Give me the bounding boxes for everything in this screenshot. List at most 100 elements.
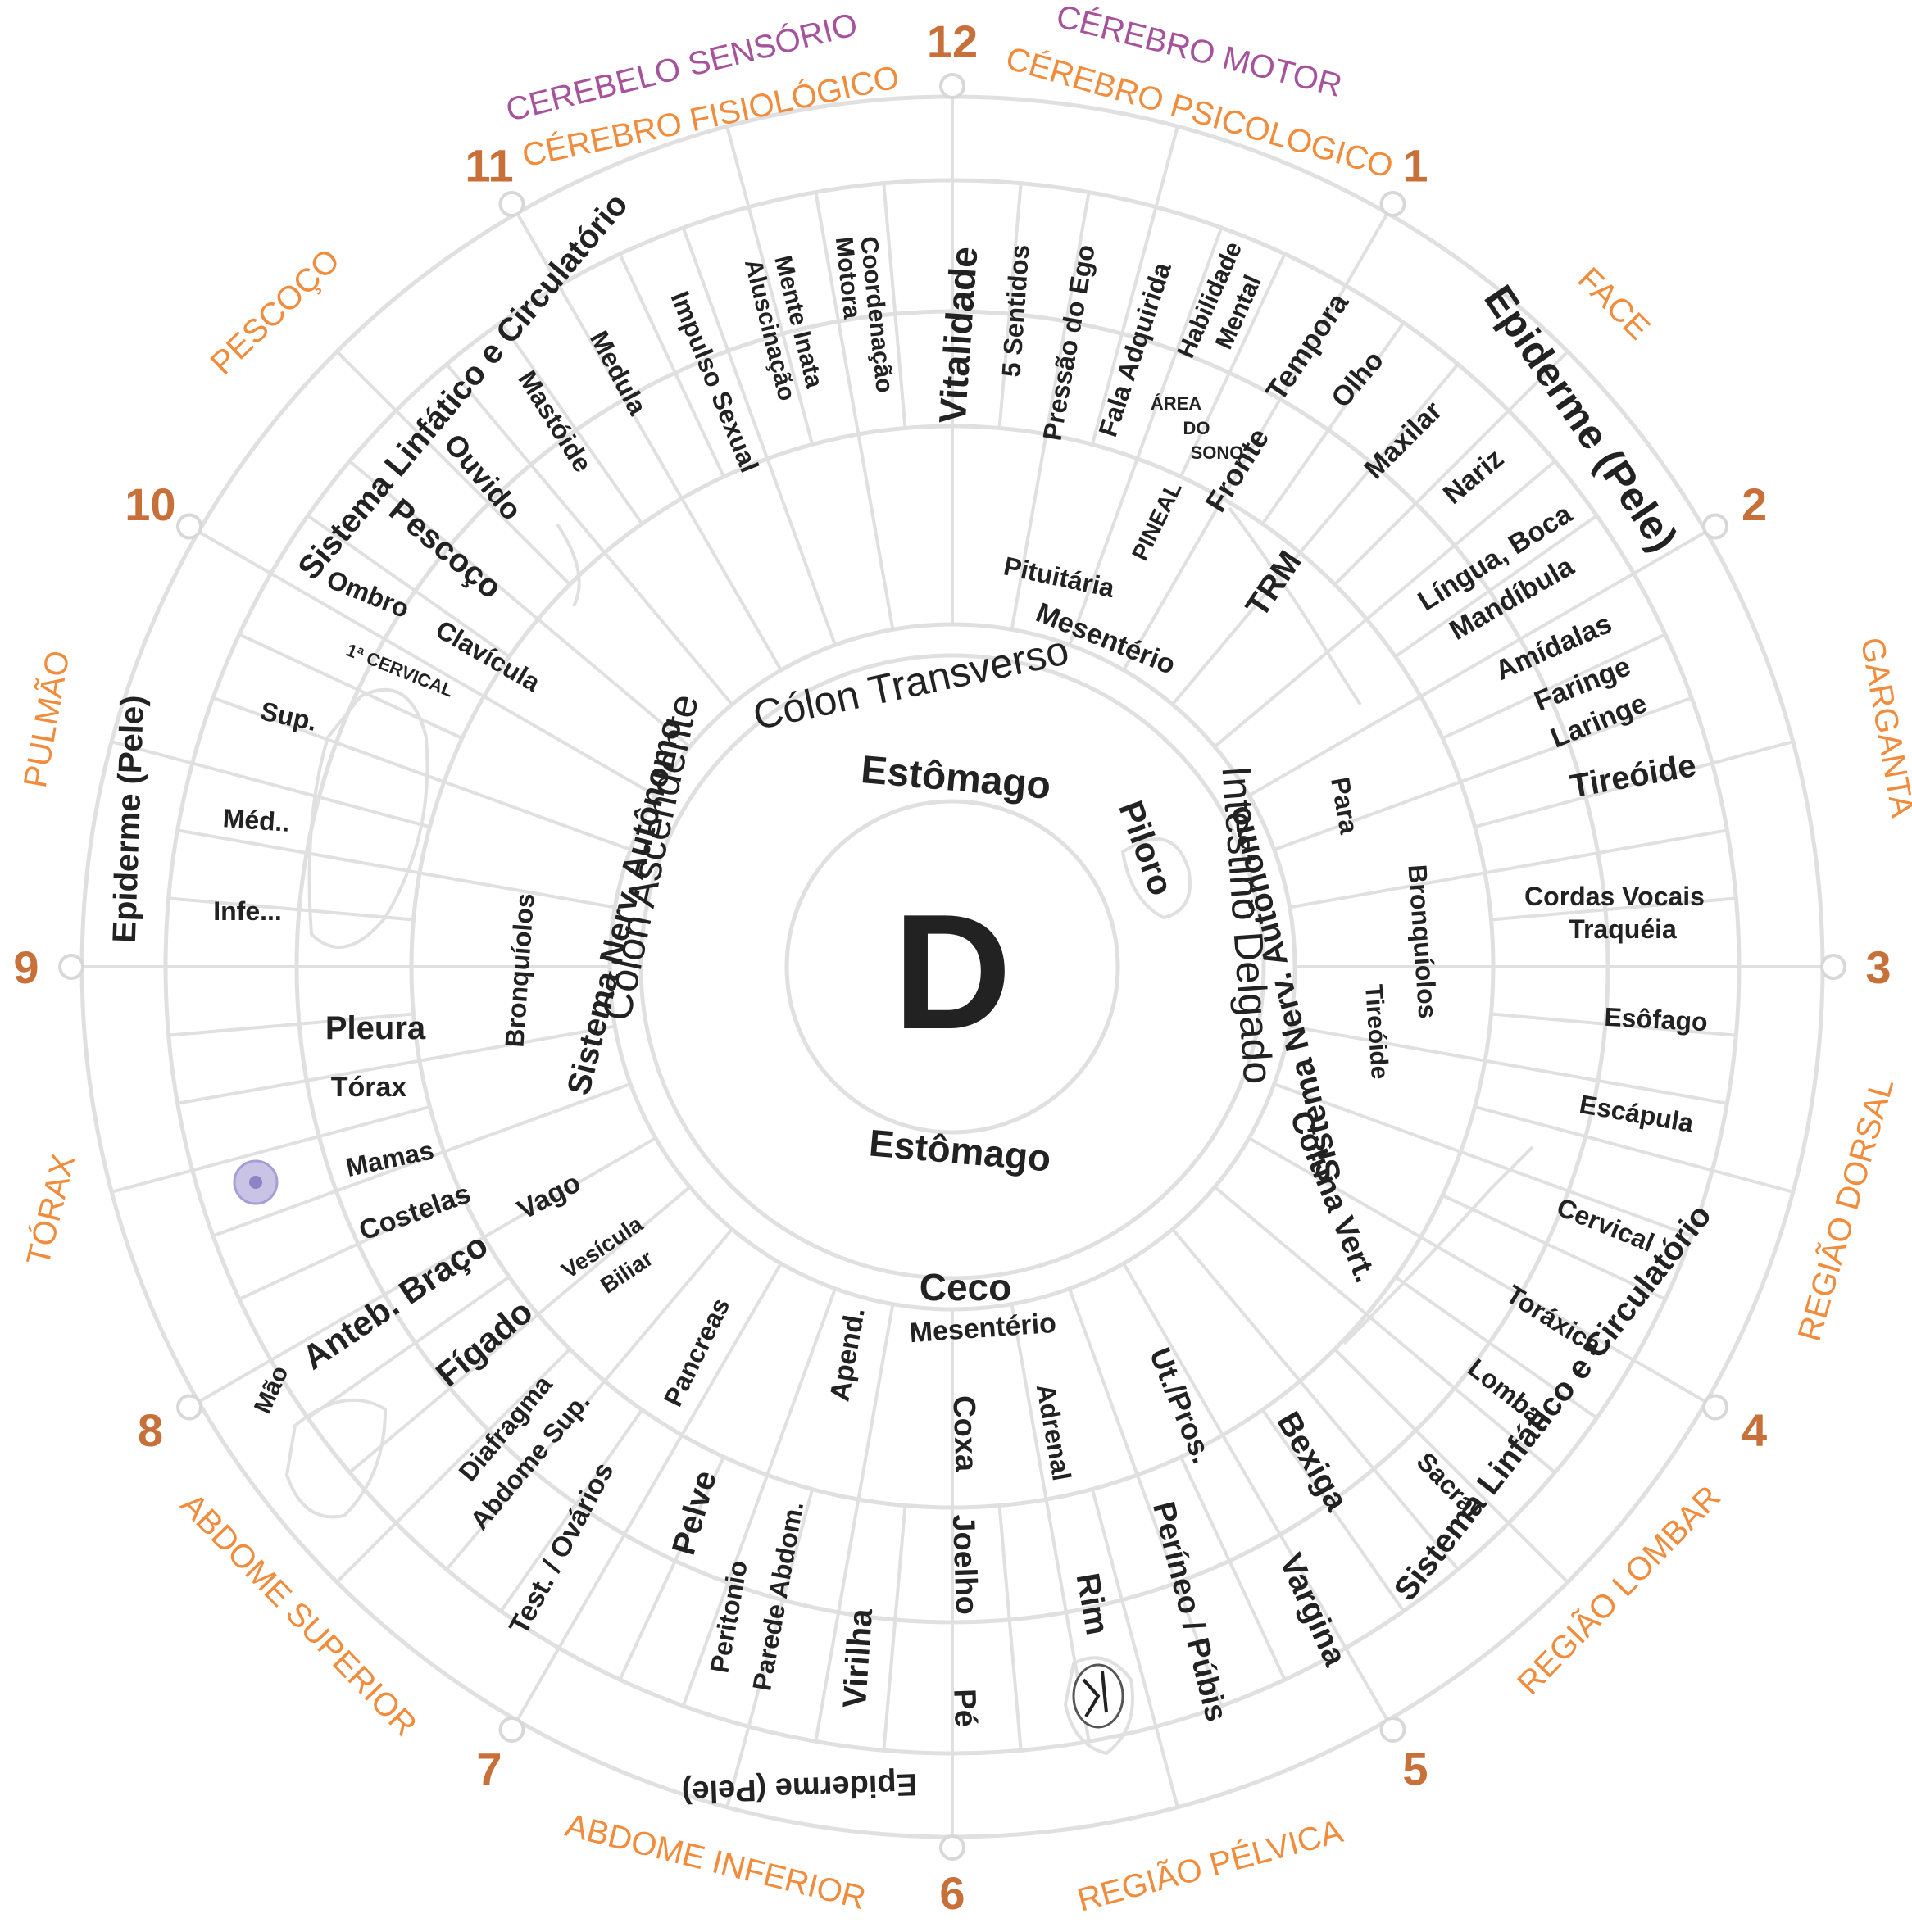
zone-abdome-superior: ABDOME SUPERIOR	[174, 1486, 424, 1744]
sector-line	[1090, 125, 1179, 446]
label-maxilar: Maxilar	[1358, 395, 1448, 485]
sector-line	[1394, 1275, 1598, 1420]
label-cordas-vocais-1: Cordas Vocais	[1524, 882, 1705, 911]
label-infe: Infe...	[213, 896, 282, 926]
label-mesenterio-bottom: Mesentério	[908, 1308, 1057, 1349]
sector-line	[1394, 514, 1598, 659]
hour-marker-dot	[939, 73, 965, 99]
ear-sketch	[556, 523, 581, 607]
hour-marker-dot	[939, 1834, 965, 1861]
sector-line	[177, 828, 615, 909]
label-epiderme-left: Epiderme (Pele)	[107, 695, 152, 944]
sector-line	[212, 696, 631, 851]
hour-label: 3	[1865, 941, 1891, 993]
sector-line	[198, 530, 657, 797]
label-pressao-ego: Pressão do Ego	[1037, 243, 1100, 442]
sector-line	[111, 740, 431, 829]
label-sistema-nerv-left: Sistema Nerv. Autônomo	[561, 715, 689, 1099]
sector-line	[1179, 253, 1287, 478]
sector-line	[1010, 1304, 1091, 1742]
hour-marker-dot	[176, 513, 203, 540]
label-apend: Apend.	[824, 1305, 870, 1404]
hour-label: 10	[125, 478, 175, 530]
label-5-sentidos: 5 Sentidos	[996, 243, 1034, 378]
label-virilha: Virilha	[837, 1607, 879, 1709]
sector-line	[681, 227, 837, 646]
label-pe: Pé	[947, 1689, 983, 1728]
zone-abdome-inferior: ABDOME INFERIOR	[562, 1807, 870, 1917]
hour-marker-dot	[176, 1394, 203, 1421]
label-esofago: Esôfago	[1604, 1002, 1709, 1037]
lung-sketch	[307, 687, 429, 949]
sector-line	[212, 1082, 631, 1238]
liver-sketch	[284, 1398, 388, 1519]
kidney-icon	[1072, 1663, 1124, 1729]
label-peritonio-2: Parede Abdom.	[747, 1499, 809, 1693]
face-sketch	[1228, 506, 1362, 706]
zone-torax: TÓRAX	[19, 1150, 82, 1269]
sector-line	[997, 1505, 1023, 1751]
sector-line	[1289, 1024, 1728, 1105]
label-estomago-top: Estômago	[859, 748, 1052, 808]
kidney-sketch	[1063, 1656, 1134, 1756]
label-bronquiolos-left: Bronquíolos	[499, 892, 539, 1048]
hour-marker-dot	[1701, 513, 1728, 540]
hour-label: 7	[476, 1744, 502, 1795]
label-vargina: Vargina	[1272, 1549, 1353, 1672]
hour-label: 2	[1742, 478, 1767, 530]
sector-line	[1122, 212, 1389, 672]
center-letter: D	[893, 881, 1011, 1064]
sector-line	[814, 192, 895, 630]
sector-line	[168, 896, 414, 922]
label-area-2: DO	[1183, 418, 1210, 438]
hour-label: 4	[1742, 1404, 1767, 1456]
label-cordas-vocais-2: Traquéia	[1569, 914, 1677, 944]
sector-line	[348, 1186, 692, 1474]
sector-line	[111, 1104, 431, 1194]
label-pineal: PINEAL	[1127, 478, 1187, 565]
label-area-1: ÁREA	[1151, 393, 1201, 414]
iris-mark-center-icon	[249, 1176, 262, 1189]
hour-marker-dot	[498, 191, 525, 218]
label-ut-pros: Ut./Pros.	[1143, 1343, 1219, 1468]
hour-marker-dot	[1379, 1716, 1406, 1743]
sector-line	[618, 1456, 725, 1680]
label-area-3: SONO	[1191, 442, 1244, 463]
sector-line	[1213, 460, 1556, 748]
sector-line	[1090, 1488, 1179, 1808]
sector-line	[1491, 1012, 1737, 1037]
sector-line	[348, 460, 692, 748]
label-cervical: Cervical	[1553, 1192, 1659, 1258]
sector-line	[1333, 1348, 1569, 1584]
sector-line	[1274, 1082, 1692, 1238]
label-epiderme-bottom: Epiderme (Pele)	[681, 1766, 918, 1809]
label-vitalidade: Vitalidade	[931, 245, 986, 425]
sector-line	[882, 1505, 907, 1751]
sector-line	[1171, 363, 1460, 706]
hour-label: 5	[1402, 1744, 1428, 1795]
sector-line	[1474, 740, 1794, 829]
sector-line	[1171, 1227, 1460, 1571]
hour-marker-dot	[1701, 1394, 1728, 1421]
sector-line	[1442, 633, 1666, 740]
hour-label: 1	[1402, 139, 1428, 191]
organ-sketches	[284, 506, 1534, 1756]
spine-sketch	[1342, 1145, 1534, 1345]
sector-line	[618, 253, 725, 478]
sector-line	[307, 514, 511, 659]
sector-line	[1068, 1288, 1224, 1707]
label-bronquiolos-right: Bronquíolos	[1402, 864, 1442, 1019]
sector-line	[882, 183, 907, 429]
label-pelve: Pelve	[665, 1467, 724, 1559]
label-adrenal: Adrenal	[1031, 1381, 1077, 1483]
zone-garganta: GARGANTA	[1854, 635, 1912, 820]
hour-marker-dot	[1379, 191, 1406, 218]
label-figado: Fígado	[429, 1292, 540, 1394]
label-nariz: Nariz	[1437, 442, 1510, 510]
zone-regiao-dorsal: REGIÃO DORSAL	[1791, 1074, 1901, 1345]
sector-line	[1260, 321, 1406, 525]
hour-label: 8	[138, 1404, 163, 1456]
sector-line	[1010, 192, 1091, 630]
